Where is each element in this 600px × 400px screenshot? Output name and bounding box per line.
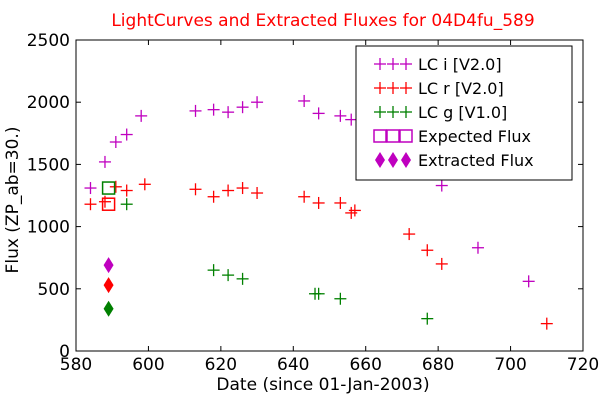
data-point-series-1 [109, 180, 122, 193]
legend-label: Expected Flux [418, 127, 531, 146]
data-point-series-0 [98, 155, 111, 168]
data-point-series-1 [334, 196, 347, 209]
legend: LC i [V2.0] LC r [V2.0] LC g [V1.0] Expecte… [355, 45, 573, 181]
data-point-series-0 [120, 128, 133, 141]
x-tick-label: 580 [60, 355, 92, 375]
data-point-series-0 [84, 182, 97, 195]
data-point-series-1 [348, 204, 361, 217]
data-point-series-1 [84, 198, 97, 211]
data-point-series-0 [109, 136, 122, 149]
data-point-series-0 [251, 96, 264, 109]
series-layer [84, 94, 553, 330]
data-point-series-1 [236, 182, 249, 195]
data-point-series-3 [101, 181, 116, 195]
y-tick-label: 2500 [27, 31, 70, 51]
x-tick-label: 660 [349, 355, 381, 375]
data-point-series-2 [334, 292, 347, 305]
data-point-series-0 [312, 107, 325, 120]
legend-label: Extracted Flux [418, 151, 534, 170]
legend-marker [399, 129, 413, 143]
chart-title: LightCurves and Extracted Fluxes for 04D… [111, 11, 534, 31]
y-tick-label: 2000 [27, 93, 70, 113]
data-point-series-0 [207, 103, 220, 116]
data-point-series-1 [298, 190, 311, 203]
legend-marker [388, 152, 398, 168]
x-axis-label: Date (since 01-Jan-2003) [216, 375, 429, 395]
data-point-series-0 [222, 106, 235, 119]
data-point-series-0 [435, 179, 448, 192]
data-point-series-1 [403, 228, 416, 241]
plot-frame [75, 39, 584, 352]
data-point-series-1 [222, 184, 235, 197]
data-point-series-0 [189, 104, 202, 117]
data-point-series-4 [103, 277, 114, 294]
legend-marker [400, 106, 412, 118]
data-point-series-0 [522, 275, 535, 288]
data-point-series-2 [236, 272, 249, 285]
legend-marker [400, 58, 412, 70]
legend-marker [375, 152, 385, 168]
x-tick-label: 600 [132, 355, 164, 375]
data-point-series-0 [298, 94, 311, 107]
x-tick-label: 620 [205, 355, 237, 375]
x-tick-label: 700 [494, 355, 526, 375]
data-point-series-1 [540, 317, 553, 330]
legend-marker [374, 82, 386, 94]
y-tick-label: 1000 [27, 218, 70, 238]
data-point-series-0 [135, 109, 148, 122]
legend-label: LC i [V2.0] [418, 55, 502, 74]
legend-marker [400, 82, 412, 94]
data-point-series-1 [421, 244, 434, 257]
legend-label: LC r [V2.0] [418, 79, 504, 98]
data-point-series-1 [207, 190, 220, 203]
legend-marker [387, 106, 399, 118]
data-point-series-2 [421, 312, 434, 325]
x-tick-label: 640 [277, 355, 309, 375]
data-point-series-1 [189, 183, 202, 196]
data-point-series-0 [471, 241, 484, 254]
data-point-series-0 [334, 109, 347, 122]
data-point-series-4 [103, 300, 114, 317]
data-point-series-0 [345, 113, 358, 126]
legend-marker [374, 106, 386, 118]
y-tick-label: 1500 [27, 155, 70, 175]
data-point-series-4 [103, 257, 114, 274]
legend-label: LC g [V1.0] [418, 103, 507, 122]
data-point-series-2 [207, 264, 220, 277]
y-tick-label: 0 [59, 342, 70, 362]
data-point-series-1 [312, 196, 325, 209]
legend-marker [374, 58, 386, 70]
legend-marker [386, 129, 400, 143]
y-axis-label: Flux (ZP_ab=30.) [3, 127, 23, 274]
legend-marker [373, 129, 387, 143]
legend-marker [401, 152, 411, 168]
data-point-series-3 [101, 197, 116, 211]
data-point-series-1 [435, 257, 448, 270]
data-point-series-2 [120, 198, 133, 211]
legend-marker [387, 58, 399, 70]
legend-marker [387, 82, 399, 94]
data-point-series-2 [222, 269, 235, 282]
x-tick-label: 680 [422, 355, 454, 375]
data-point-series-0 [236, 101, 249, 114]
y-tick-label: 500 [38, 280, 70, 300]
data-point-series-1 [120, 184, 133, 197]
x-tick-label: 720 [567, 355, 599, 375]
data-point-series-1 [251, 187, 264, 200]
data-point-series-1 [138, 178, 151, 191]
data-point-series-2 [312, 287, 325, 300]
axes-layer: 580 600 620 640 660 680 700 720 0 500 1000 1500 2000… [27, 31, 599, 375]
